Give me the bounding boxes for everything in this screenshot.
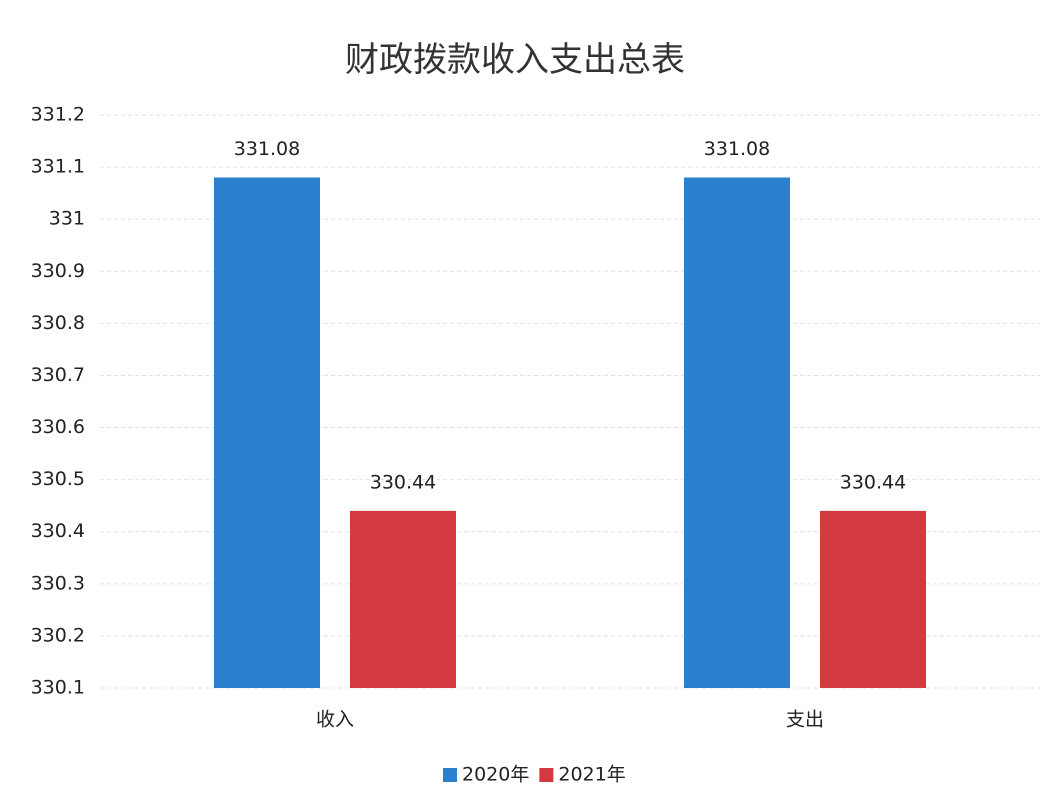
legend-swatch bbox=[443, 768, 457, 782]
y-tick-label: 330.3 bbox=[31, 572, 85, 594]
x-tick-label: 支出 bbox=[786, 709, 824, 731]
y-tick-label: 330.8 bbox=[31, 312, 85, 334]
bar bbox=[214, 177, 320, 688]
data-label: 330.44 bbox=[840, 471, 906, 493]
bar bbox=[684, 177, 790, 688]
data-label: 331.08 bbox=[704, 138, 770, 160]
y-tick-label: 331.2 bbox=[31, 104, 85, 126]
chart-title: 财政拨款收入支出总表 bbox=[345, 40, 685, 80]
y-tick-label: 330.6 bbox=[31, 416, 85, 438]
legend-swatch bbox=[539, 768, 554, 782]
bar bbox=[350, 510, 456, 688]
data-label: 331.08 bbox=[234, 138, 300, 160]
data-label: 330.44 bbox=[370, 471, 436, 493]
y-tick-label: 330.7 bbox=[31, 364, 85, 386]
y-tick-label: 330.9 bbox=[31, 260, 85, 282]
y-tick-label: 331.1 bbox=[31, 156, 85, 178]
y-tick-label: 330.1 bbox=[31, 677, 85, 699]
legend-label: 2021年 bbox=[558, 764, 625, 786]
y-tick-label: 331 bbox=[49, 208, 85, 230]
x-tick-label: 收入 bbox=[316, 709, 354, 731]
y-tick-label: 330.2 bbox=[31, 624, 85, 646]
legend-label: 2020年 bbox=[462, 764, 529, 786]
y-tick-label: 330.4 bbox=[31, 520, 85, 542]
bar bbox=[820, 510, 926, 688]
y-tick-label: 330.5 bbox=[31, 468, 85, 490]
